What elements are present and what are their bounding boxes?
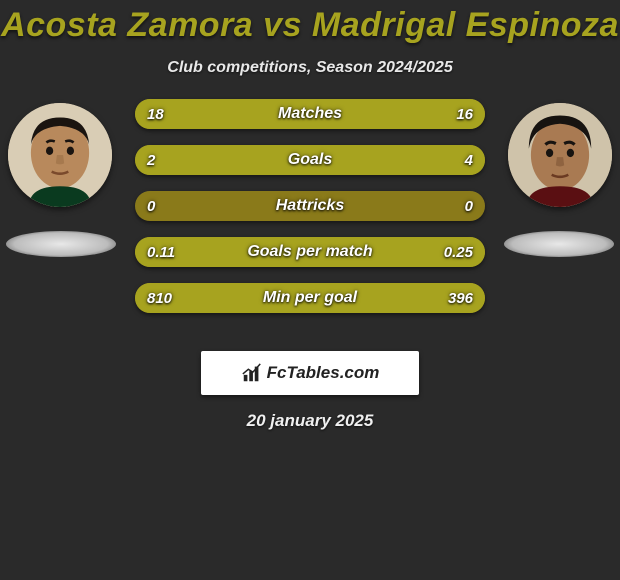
stat-label: Goals per match [135,237,485,267]
stat-row: 1816Matches [135,99,485,129]
player-left-icon [8,103,112,207]
stat-row: 0.110.25Goals per match [135,237,485,267]
avatar-left [8,103,112,207]
stat-bars: 1816Matches 24Goals 00Hattricks 0.110.25Goa… [135,99,485,329]
date-label: 20 january 2025 [0,411,620,431]
stat-row: 24Goals [135,145,485,175]
stat-row: 00Hattricks [135,191,485,221]
page-title: Acosta Zamora vs Madrigal Espinoza [0,0,620,45]
subtitle: Club competitions, Season 2024/2025 [0,59,620,77]
brand-box[interactable]: FcTables.com [201,351,419,395]
stat-label: Matches [135,99,485,129]
bar-chart-icon [241,362,263,384]
stat-label: Hattricks [135,191,485,221]
avatar-left-shadow [6,231,116,257]
comparison-arena: 1816Matches 24Goals 00Hattricks 0.110.25Goa… [0,99,620,339]
avatar-right [508,103,612,207]
stat-label: Goals [135,145,485,175]
player-right-icon [508,103,612,207]
avatar-right-shadow [504,231,614,257]
stat-label: Min per goal [135,283,485,313]
stat-row: 810396Min per goal [135,283,485,313]
brand-text: FcTables.com [267,363,380,383]
